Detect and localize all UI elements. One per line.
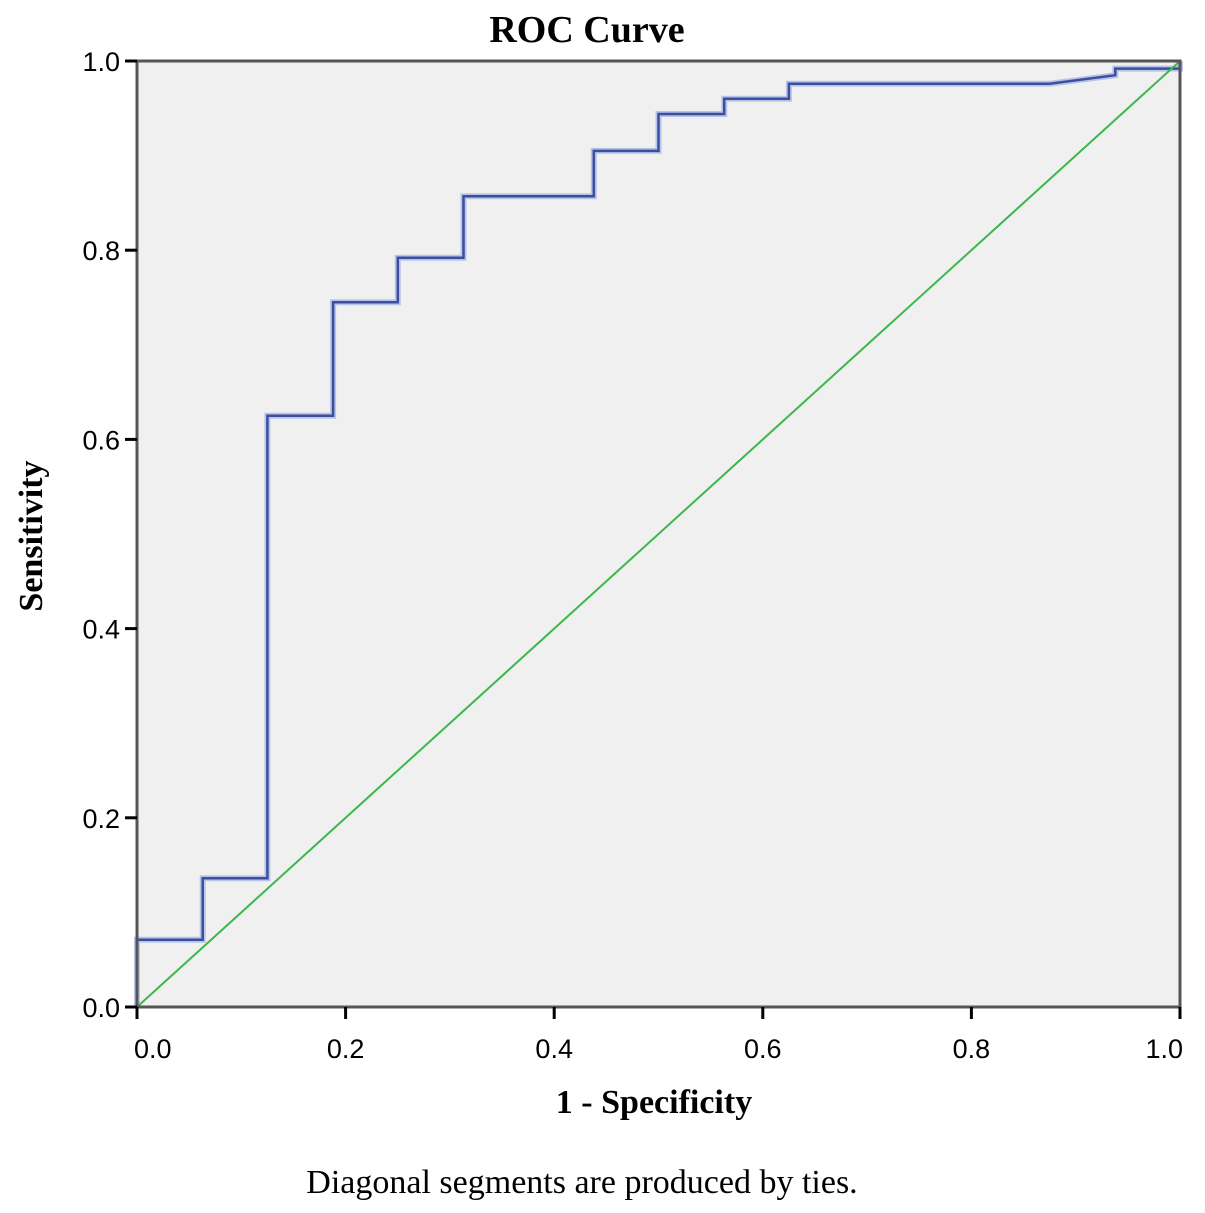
y-tick-label: 0.4 <box>82 615 120 645</box>
roc-curve-line <box>135 61 1182 1007</box>
x-tick-label: 0.4 <box>535 1034 573 1064</box>
y-tick-label: 1.0 <box>82 47 120 77</box>
reference-diagonal-line <box>136 60 1181 1008</box>
y-tick-label: 0.0 <box>82 993 120 1023</box>
x-tick-label: 1.0 <box>1145 1034 1183 1064</box>
footnote: Diagonal segments are produced by ties. <box>306 1164 857 1201</box>
y-tick-label: 0.6 <box>82 425 120 455</box>
x-axis-label: 1 - Specificity <box>556 1084 752 1121</box>
x-tick-label: 0.6 <box>744 1034 782 1064</box>
plot-frame <box>135 59 1182 1009</box>
chart-title: ROC Curve <box>489 9 684 51</box>
y-axis-label: Sensitivity <box>13 460 50 611</box>
x-tick-label: 0.2 <box>327 1034 365 1064</box>
x-tick-label: 0.0 <box>134 1034 172 1064</box>
y-tick-label: 0.8 <box>82 236 120 266</box>
y-tick-label: 0.2 <box>82 804 120 834</box>
x-tick-label: 0.8 <box>953 1034 991 1064</box>
